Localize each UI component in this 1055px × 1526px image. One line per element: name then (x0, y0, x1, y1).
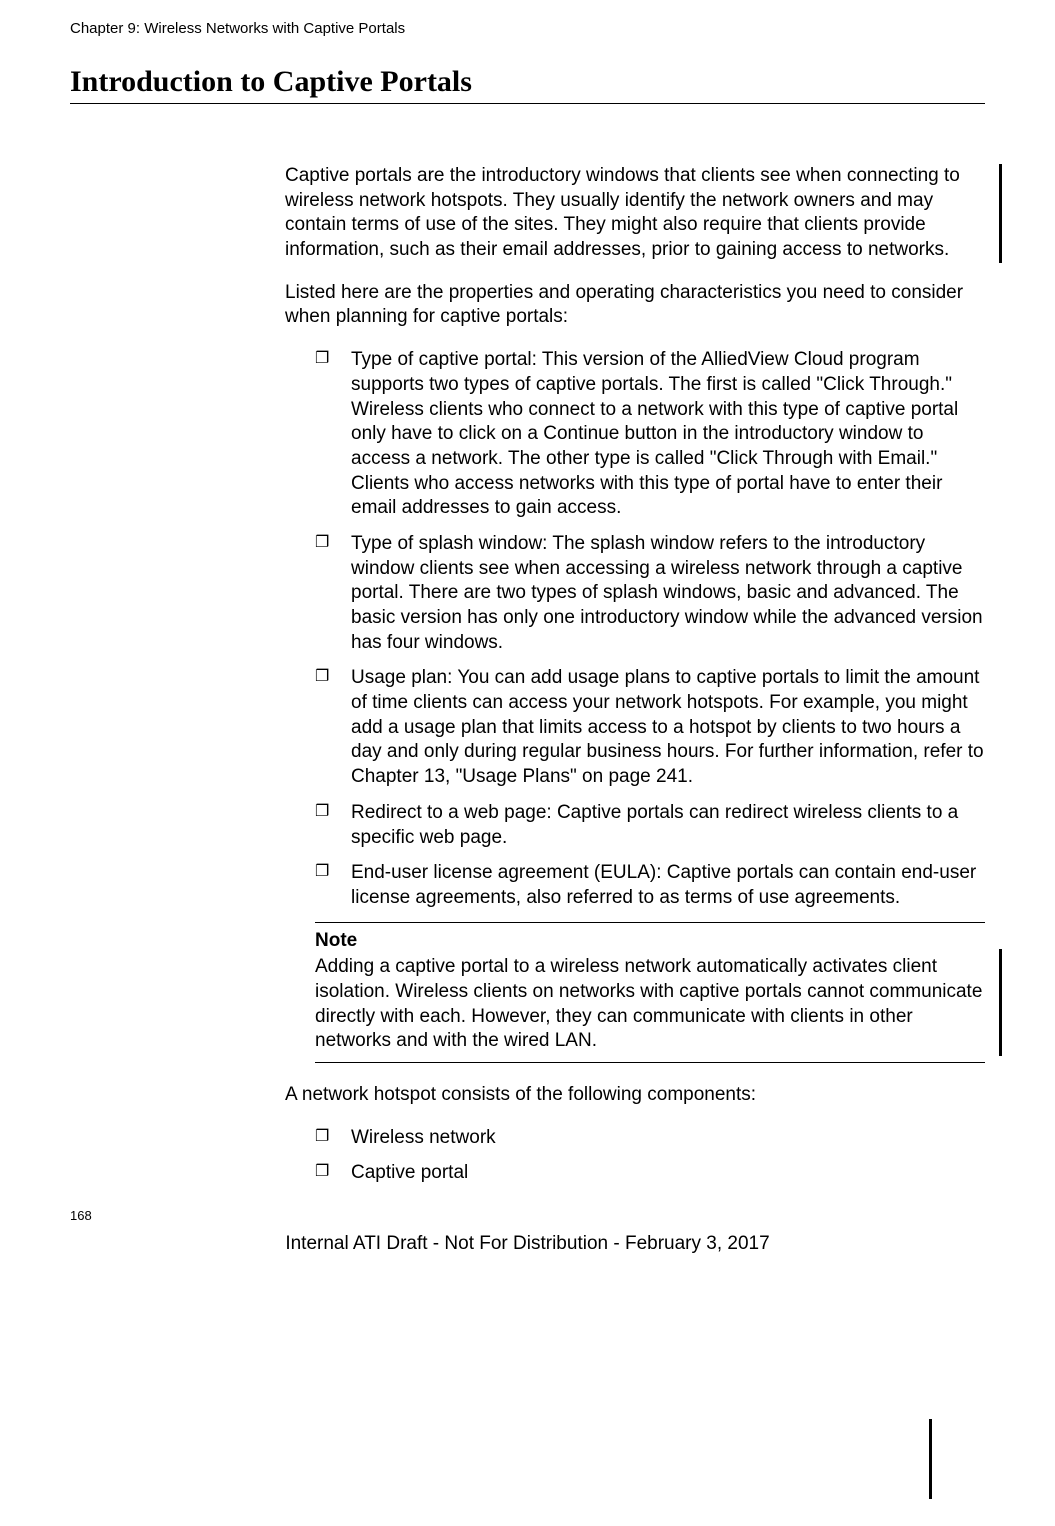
list-item: End-user license agreement (EULA): Capti… (315, 861, 985, 910)
bullet-list-2: Wireless network Captive portal (315, 1126, 985, 1186)
change-bar (999, 949, 1002, 1056)
list-item: Captive portal (315, 1161, 985, 1186)
page-number: 168 (70, 1208, 985, 1223)
bullet-list: Type of captive portal: This version of … (315, 348, 985, 910)
list-item: Usage plan: You can add usage plans to c… (315, 666, 985, 789)
footer-text: Internal ATI Draft - Not For Distributio… (70, 1233, 985, 1255)
list-item: Type of captive portal: This version of … (315, 348, 985, 521)
change-bar (929, 1419, 932, 1499)
paragraph: Captive portals are the introductory win… (285, 164, 985, 263)
page: Chapter 9: Wireless Networks with Captiv… (0, 0, 1055, 1285)
paragraph: Listed here are the properties and opera… (285, 281, 985, 330)
section-title: Introduction to Captive Portals (70, 65, 985, 99)
chapter-header: Chapter 9: Wireless Networks with Captiv… (70, 20, 985, 37)
list-item: Wireless network (315, 1126, 985, 1151)
list-item: Type of splash window: The splash window… (315, 532, 985, 655)
paragraph: A network hotspot consists of the follow… (285, 1083, 985, 1108)
body-content: Captive portals are the introductory win… (285, 164, 985, 1186)
title-rule (70, 103, 985, 104)
list-item: Redirect to a web page: Captive portals … (315, 801, 985, 850)
note-block: Note Adding a captive portal to a wirele… (315, 922, 985, 1063)
note-label: Note (315, 929, 985, 954)
note-text: Adding a captive portal to a wireless ne… (315, 955, 985, 1054)
